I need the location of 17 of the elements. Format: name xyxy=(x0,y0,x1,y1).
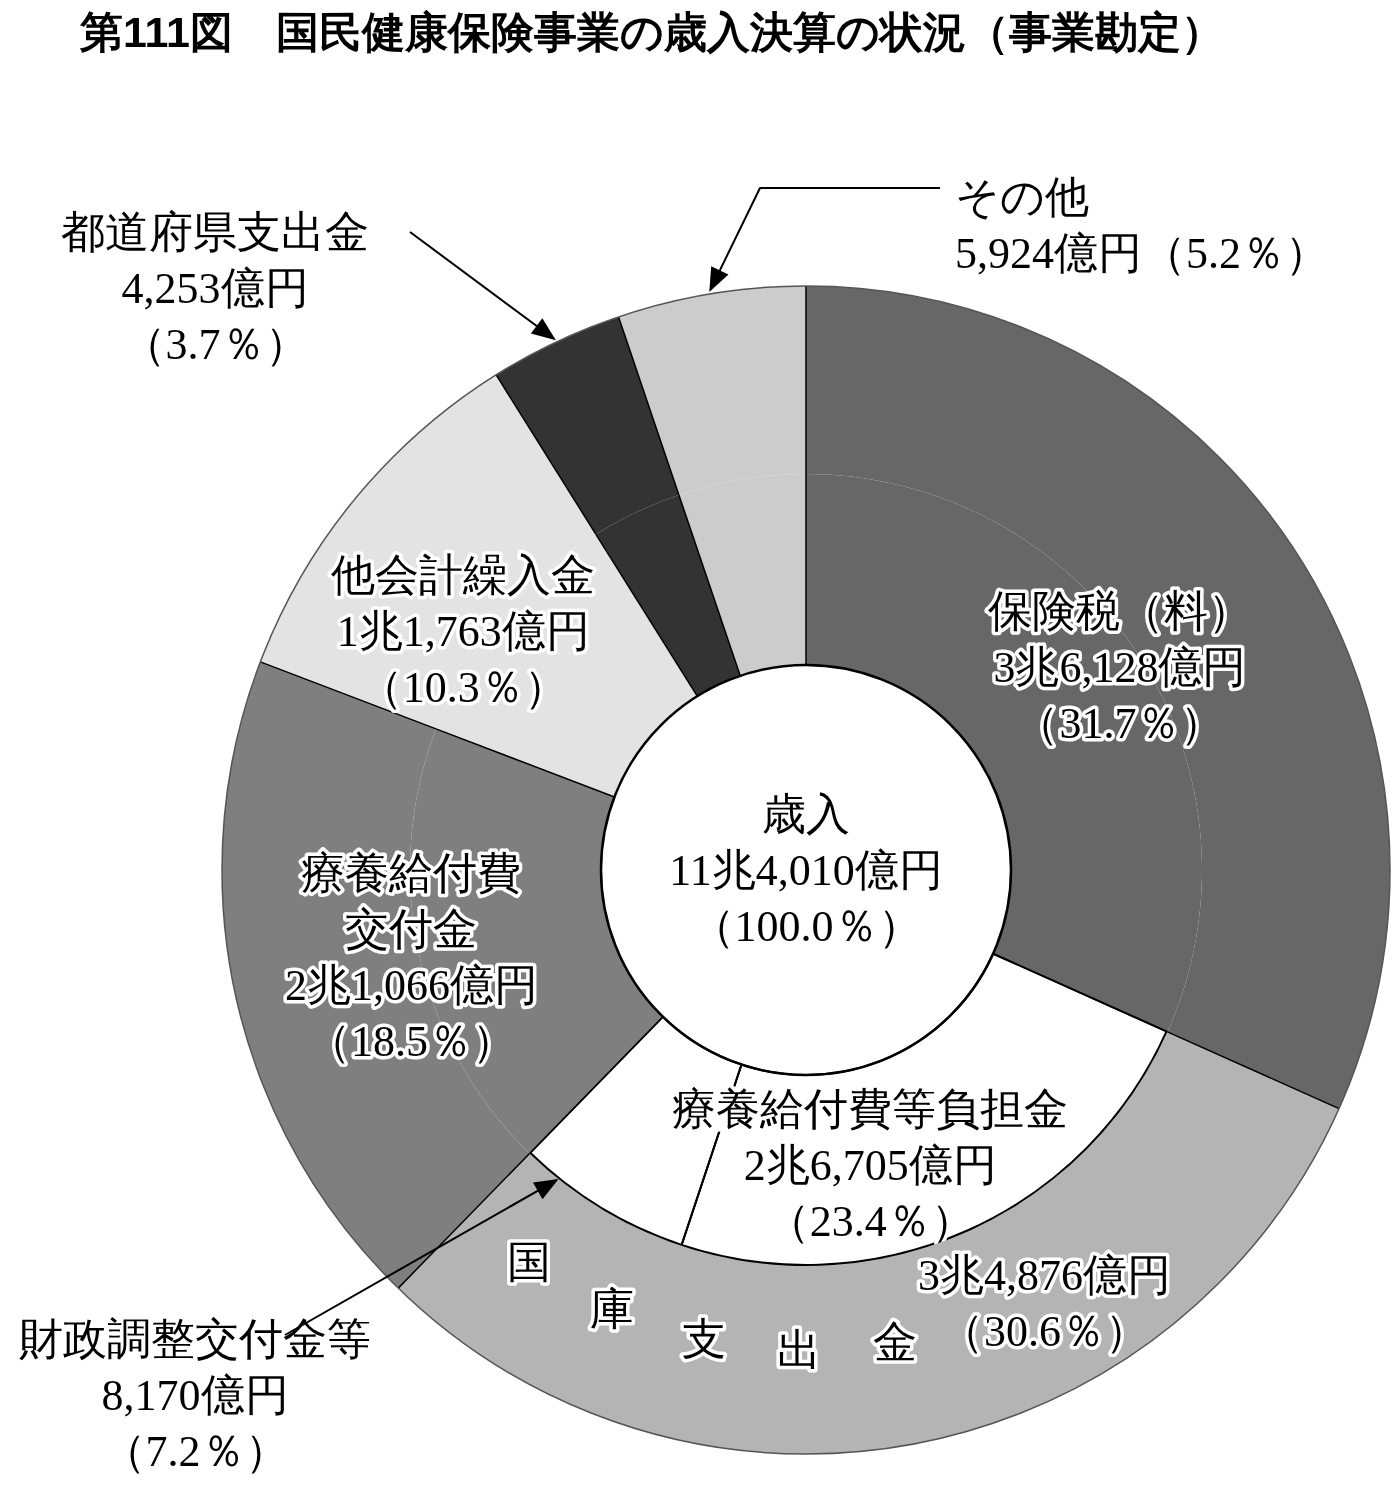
value-label: 5,924億円（5.2％） xyxy=(955,228,1329,278)
category-label: 他会計繰入金 xyxy=(331,550,596,600)
value-label: 3兆4,876億円（30.6％） xyxy=(918,1250,1172,1356)
category-label: 都道府県支出金 xyxy=(61,207,369,257)
value-label: 4,253億円（3.7％） xyxy=(121,263,309,369)
value-label: 3兆6,128億円（31.7％） xyxy=(993,642,1247,748)
category-label: 財政調整交付金等 xyxy=(19,1314,371,1364)
value-label: 1兆1,763億円（10.3％） xyxy=(336,606,590,712)
annotation: 11兆4,010億円（100.0％） xyxy=(669,845,943,951)
category-label: 療養給付費交付金 xyxy=(301,848,522,954)
category-label: 療養給付費等負担金 xyxy=(672,1084,1069,1134)
title: 第111図 国民健康保険事業の歳入決算の状況（事業勘定） xyxy=(80,8,1224,56)
value-label: 2兆1,066億円（18.5％） xyxy=(284,960,538,1066)
category-label: その他 xyxy=(955,172,1089,222)
annotation: 歳入 xyxy=(762,789,850,839)
value-label: 8,170億円（7.2％） xyxy=(101,1370,289,1476)
category-label: 保険税（料） xyxy=(987,586,1252,636)
